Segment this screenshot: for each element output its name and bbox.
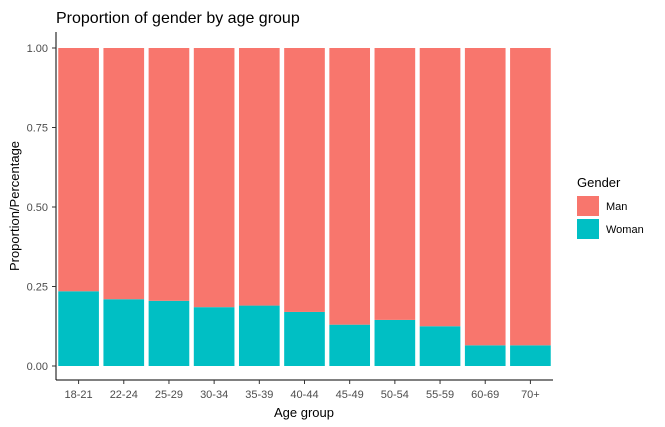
legend-label-woman: Woman bbox=[606, 224, 644, 236]
bar-man-30-34 bbox=[193, 48, 235, 308]
x-tick-label: 40-44 bbox=[290, 389, 318, 401]
y-tick-label: 1.00 bbox=[27, 43, 48, 55]
bar-man-40-44 bbox=[284, 48, 325, 312]
bar-man-50-54 bbox=[374, 48, 416, 320]
y-tick-label: 0.00 bbox=[27, 361, 48, 373]
x-tick-label: 18-21 bbox=[65, 389, 93, 401]
legend-swatch-woman bbox=[577, 219, 599, 239]
x-tick-label: 22-24 bbox=[110, 389, 138, 401]
x-tick-label: 35-39 bbox=[245, 389, 273, 401]
bar-man-35-39 bbox=[238, 48, 280, 306]
bar-woman-40-44 bbox=[284, 311, 325, 366]
bar-woman-18-21 bbox=[58, 291, 99, 366]
x-tick-label: 70+ bbox=[521, 389, 540, 401]
bar-woman-45-49 bbox=[329, 324, 371, 366]
y-tick-label: 0.25 bbox=[27, 282, 48, 294]
x-tick-label: 30-34 bbox=[200, 389, 228, 401]
bar-woman-22-24 bbox=[103, 299, 145, 366]
bar-man-60-69 bbox=[464, 48, 506, 346]
x-tick-label: 45-49 bbox=[336, 389, 364, 401]
bar-man-55-59 bbox=[419, 48, 461, 327]
bar-woman-60-69 bbox=[464, 345, 506, 366]
bar-man-18-21 bbox=[58, 48, 99, 292]
y-ticks-group: 0.00 0.25 0.50 0.75 1.00 bbox=[27, 43, 56, 373]
bar-man-70+ bbox=[510, 48, 551, 346]
y-tick-label: 0.75 bbox=[27, 123, 48, 135]
x-tick-label: 55-59 bbox=[426, 389, 454, 401]
bar-man-25-29 bbox=[148, 48, 190, 301]
legend-swatch-man bbox=[577, 196, 599, 216]
legend-label-man: Man bbox=[606, 201, 627, 213]
x-axis-title: Age group bbox=[274, 405, 334, 420]
legend-title: Gender bbox=[577, 175, 621, 190]
bar-woman-25-29 bbox=[148, 300, 190, 366]
legend: Gender Man Woman bbox=[577, 175, 644, 239]
x-tick-label: 60-69 bbox=[471, 389, 499, 401]
x-ticks-group: 18-21 22-24 25-29 30-34 35-39 40-44 45-49 50-54… bbox=[65, 380, 540, 401]
bar-woman-50-54 bbox=[374, 319, 416, 366]
x-tick-label: 50-54 bbox=[381, 389, 409, 401]
x-tick-label: 25-29 bbox=[155, 389, 183, 401]
chart-title: Proportion of gender by age group bbox=[56, 10, 300, 27]
bar-man-22-24 bbox=[103, 48, 145, 300]
bar-woman-55-59 bbox=[419, 326, 461, 366]
bars-group bbox=[58, 48, 551, 366]
y-axis-title: Proportion/Percentage bbox=[7, 141, 22, 271]
bar-woman-30-34 bbox=[193, 307, 235, 366]
bar-man-45-49 bbox=[329, 48, 371, 325]
bar-woman-35-39 bbox=[238, 305, 280, 366]
y-tick-label: 0.50 bbox=[27, 202, 48, 214]
bar-woman-70+ bbox=[510, 345, 551, 366]
